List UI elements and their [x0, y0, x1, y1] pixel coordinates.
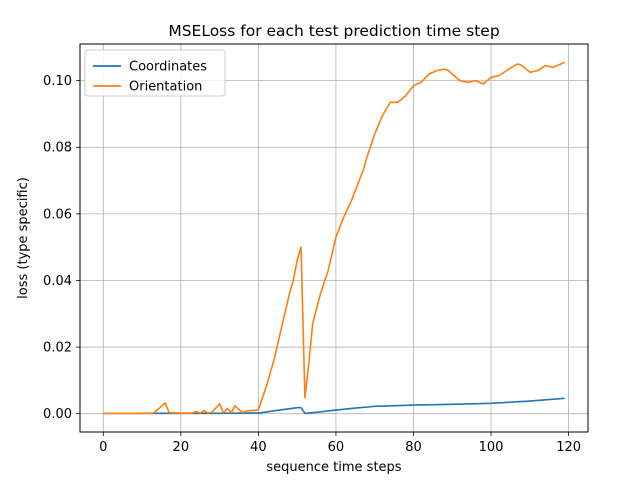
- series-lines: [103, 61, 566, 415]
- x-tick-label: 40: [250, 440, 267, 455]
- x-tick-label: 100: [479, 440, 504, 455]
- y-tick-label: 0.00: [43, 407, 72, 422]
- legend-box: [84, 49, 226, 97]
- plot-frame: [79, 43, 589, 433]
- y-tick-label: 0.02: [43, 341, 72, 356]
- y-tick-label: 0.06: [43, 207, 72, 222]
- x-tick-label: 20: [173, 440, 190, 455]
- x-tick-label: 0: [99, 440, 107, 455]
- legend-label-orientation: Orientation: [129, 80, 202, 95]
- x-tick-label: 120: [556, 440, 581, 455]
- x-axis-label: sequence time steps: [266, 460, 401, 475]
- chart-title: MSELoss for each test prediction time st…: [168, 22, 499, 40]
- y-tick-label: 0.10: [43, 74, 72, 89]
- series-line-coordinates: [103, 397, 565, 415]
- x-axis-ticks: 0 20 40 60 80 100 120: [99, 432, 581, 455]
- x-tick-label: 60: [328, 440, 345, 455]
- legend: Coordinates Orientation: [84, 49, 226, 97]
- y-tick-label: 0.04: [43, 274, 72, 289]
- legend-label-coordinates: Coordinates: [129, 60, 207, 75]
- x-tick-label: 80: [405, 440, 422, 455]
- y-tick-label: 0.08: [43, 141, 72, 156]
- y-axis-ticks: 0.00 0.02 0.04 0.06 0.08 0.10: [43, 74, 80, 422]
- series-line-orientation: [103, 61, 566, 415]
- y-axis-label: loss (type specific): [16, 177, 31, 299]
